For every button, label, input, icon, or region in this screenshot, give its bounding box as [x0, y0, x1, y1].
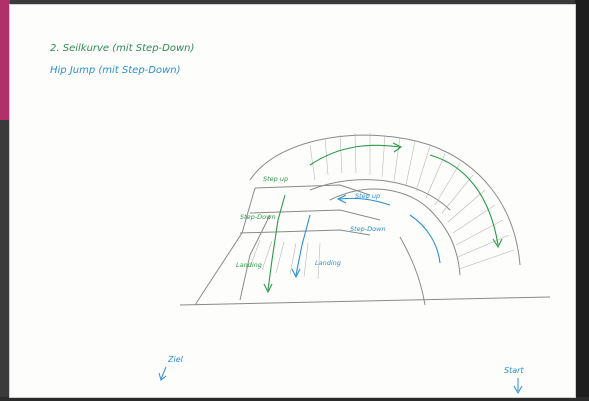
label-landing-left: Landing [236, 261, 262, 269]
left-drop-2 [239, 214, 271, 301]
green-arrow-head-1 [392, 142, 403, 153]
ziel-marker: Ziel [158, 355, 184, 381]
label-step-down-center: Step-Down [350, 225, 386, 233]
platform-top [254, 184, 371, 196]
outer-arc [249, 134, 521, 266]
start-arrow-head [513, 385, 523, 395]
label-step-down-left: Step-Down [240, 213, 276, 221]
green-route-arc [429, 154, 499, 246]
title-line-2: Hip Jump (mit Step-Down) [50, 65, 181, 76]
green-route-left [267, 194, 286, 291]
ground-line [179, 296, 551, 306]
sketch-labels: Step up Step-Down Landing Landing Step-D… [236, 175, 386, 269]
label-step-up: Step up [263, 175, 288, 183]
left-drop [194, 187, 256, 306]
blue-arrow-head-1 [336, 194, 347, 204]
side-accent-strip [0, 0, 10, 120]
viewer-edge [575, 0, 589, 397]
label-landing-right: Landing [315, 259, 341, 267]
blue-route-drop [295, 214, 311, 276]
green-route [263, 142, 503, 294]
track-hatching [249, 132, 515, 280]
platform-low [239, 229, 371, 236]
track-outline [179, 134, 551, 306]
title-line-1: 2. Seilkurve (mit Step-Down) [50, 43, 194, 54]
middle-arc [309, 179, 451, 211]
inner-arc [329, 188, 461, 276]
blue-route [291, 194, 441, 279]
start-marker: Start [504, 366, 524, 395]
label-step-up-right: Step up [355, 192, 380, 200]
green-arrow-head-3 [263, 283, 273, 294]
label-start: Start [504, 366, 524, 375]
label-ziel: Ziel [167, 355, 184, 364]
ziel-arrow-head [158, 372, 167, 381]
sketch-sheet: 2. Seilkurve (mit Step-Down) Hip Jump (m… [10, 5, 575, 397]
sketch-drawing: 2. Seilkurve (mit Step-Down) Hip Jump (m… [50, 43, 551, 395]
blue-route-right [409, 214, 441, 264]
right-drop [399, 236, 426, 306]
blue-route-top [339, 197, 391, 206]
blue-arrow-head-2 [291, 268, 301, 279]
green-route-upper [309, 144, 401, 166]
ziel-arrow-icon [160, 366, 167, 380]
green-arrow-head-2 [492, 238, 503, 249]
